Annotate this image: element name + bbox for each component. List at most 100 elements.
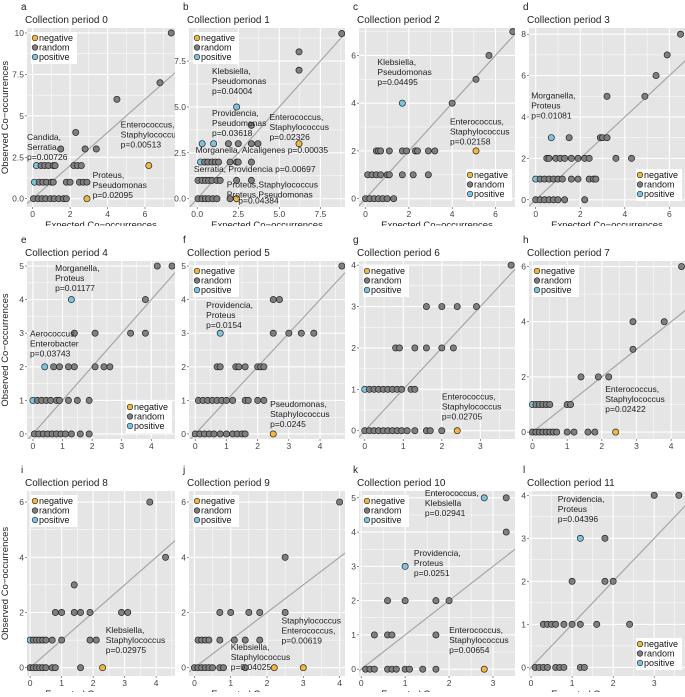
legend-label: negative <box>201 496 235 506</box>
y-tick-label: 2.5 <box>12 152 24 162</box>
panel-letter: a <box>21 2 27 13</box>
data-point-random <box>567 154 575 162</box>
data-point-random <box>216 176 224 184</box>
data-point-random <box>56 396 64 404</box>
data-point-random <box>390 195 398 203</box>
positive-legend-icon <box>636 190 644 198</box>
data-point-random <box>241 636 249 644</box>
data-point-positive <box>401 562 409 570</box>
data-point-random <box>472 75 480 83</box>
data-point-random <box>42 664 50 672</box>
random-legend-icon <box>126 413 134 420</box>
data-point-random <box>245 609 253 616</box>
data-point-random <box>156 79 164 87</box>
data-point-random <box>70 363 78 371</box>
data-point-negative <box>453 427 461 435</box>
data-point-random <box>141 329 149 337</box>
x-tick-label: 6 <box>143 209 148 219</box>
x-tick-label: 2 <box>439 441 444 451</box>
negative-legend-icon <box>636 640 644 648</box>
x-tick-label: 2 <box>68 209 73 219</box>
data-point-random <box>295 66 303 74</box>
random-legend-icon <box>193 507 201 514</box>
panel-letter: b <box>183 2 189 13</box>
random-legend-icon <box>31 507 39 514</box>
x-tick-label: 3 <box>478 441 483 451</box>
pair-annotation: Enterococcus, Staphylococcus p=0.02326 <box>269 112 329 142</box>
data-point-random <box>594 373 602 381</box>
negative-legend-icon <box>533 267 541 275</box>
scatter-panel-c: c Collection period 2 0 2 4 6 0 2 4 6 Klebsiella, P… <box>340 0 515 231</box>
legend-label: negative <box>201 266 235 276</box>
y-tick-label: 6 <box>521 262 526 272</box>
y-tick-label: 2 <box>19 362 24 372</box>
data-point-random <box>663 51 671 59</box>
random-legend-icon <box>466 181 474 188</box>
data-point-negative <box>99 664 107 672</box>
data-point-random <box>247 140 255 148</box>
scatter-panel-h: h Collection period 7 0 1 2 3 4 0 2 4 6 Enterococcu… <box>510 226 685 463</box>
negative-legend-icon <box>193 267 201 275</box>
data-point-random <box>216 430 224 438</box>
data-point-random <box>229 396 237 404</box>
y-tick-label: 3 <box>19 328 24 338</box>
x-tick-label: 4 <box>154 678 159 688</box>
x-tick-label: 1 <box>570 678 575 688</box>
data-point-random <box>592 175 600 183</box>
x-tick-label: 0.0 <box>191 209 203 219</box>
y-tick-label: 1 <box>521 619 526 629</box>
panel-title: Collection period 8 <box>25 478 108 489</box>
y-tick-label: 4 <box>521 490 526 500</box>
y-tick-label: 6 <box>19 497 24 507</box>
data-point-random <box>276 296 283 304</box>
x-tick-label: 2 <box>91 678 96 688</box>
data-point-negative <box>299 664 307 672</box>
x-tick-label: 0 <box>362 441 367 451</box>
pair-annotation: Pseudomonas, Staphylococcus p=0.0245 <box>270 399 330 429</box>
negative-legend-icon <box>636 171 644 179</box>
data-point-negative <box>233 195 241 203</box>
data-point-random <box>64 363 72 371</box>
data-point-random <box>383 195 391 203</box>
x-tick-label: 1 <box>60 441 65 451</box>
panel-letter: l <box>523 465 525 476</box>
pair-annotation: Enterococcus, Staphylococcus p=0.02158 <box>450 117 510 147</box>
data-point-random <box>113 95 121 103</box>
panel-letter: f <box>183 235 186 246</box>
negative-legend-icon <box>126 403 134 411</box>
data-point-random <box>432 597 440 605</box>
data-point-random <box>48 636 56 644</box>
data-point-random <box>269 296 277 304</box>
data-point-random <box>409 171 417 179</box>
scatter-panel-b: b Collection period 1 0.0 2.5 5.0 7.5 0.0 2.5 5.… <box>170 0 345 231</box>
data-point-random <box>241 363 249 371</box>
negative-legend-icon <box>363 497 371 505</box>
legend-label: positive <box>371 515 402 525</box>
positive-legend-icon <box>193 53 201 61</box>
data-point-random <box>76 430 84 438</box>
data-point-random <box>392 665 400 673</box>
data-point-random <box>419 665 427 673</box>
y-tick-label: 0 <box>181 663 186 673</box>
data-point-random <box>227 609 235 616</box>
data-point-random <box>424 147 432 155</box>
data-point-random <box>42 636 50 644</box>
data-point-random <box>85 396 93 404</box>
data-point-random <box>205 636 213 644</box>
legend-label: random <box>201 43 232 53</box>
random-legend-icon <box>636 181 644 188</box>
data-point-random <box>585 154 593 162</box>
x-tick-label: 4 <box>622 209 627 219</box>
data-point-random <box>603 92 611 100</box>
pair-annotation: Providencia, Proteus p=0.0154 <box>206 300 253 330</box>
data-point-positive <box>576 534 584 542</box>
x-tick-label: 0 <box>31 441 36 451</box>
data-point-random <box>605 373 613 381</box>
panel-letter: k <box>353 465 359 476</box>
panel-title: Collection period 4 <box>25 248 108 259</box>
y-tick-label: 4 <box>351 98 356 108</box>
